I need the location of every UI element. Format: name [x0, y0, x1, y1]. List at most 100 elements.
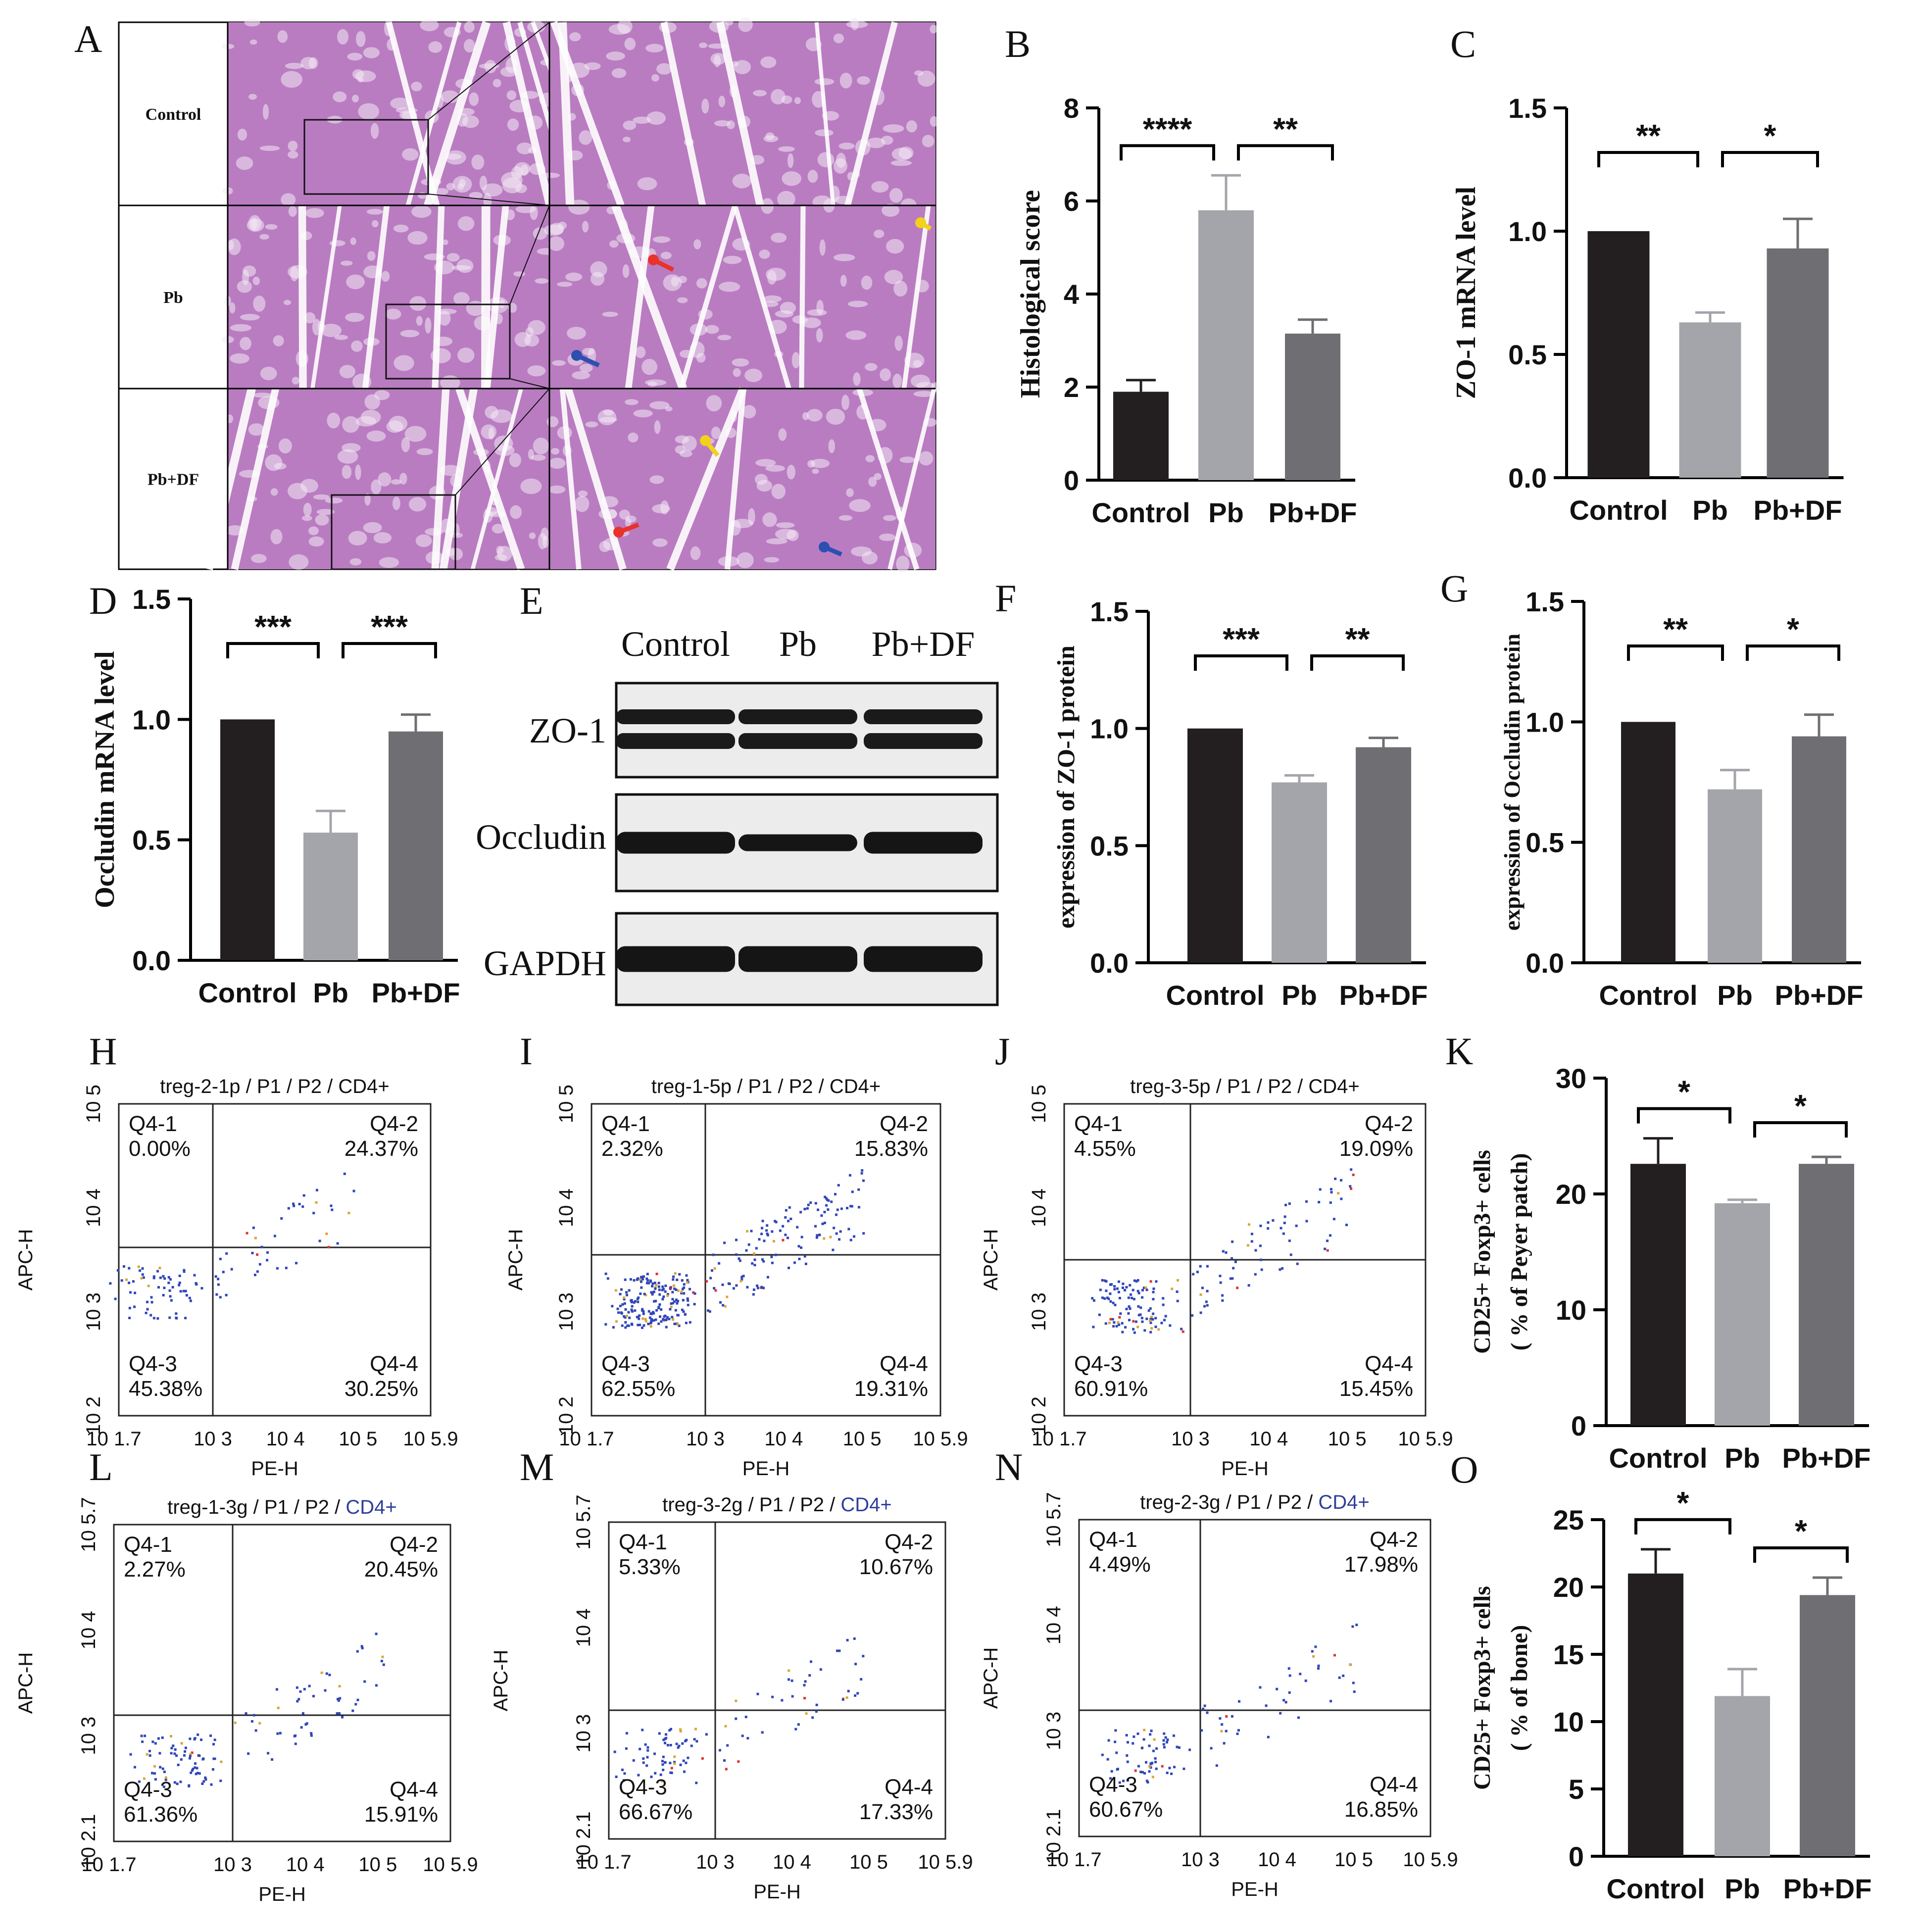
event-dot [252, 1226, 255, 1229]
event-dot [705, 1733, 708, 1736]
y-axis-label: APC-H [15, 1652, 37, 1714]
plot-title: treg-1-3g / P1 / P2 / CD4+ [167, 1496, 397, 1518]
event-dot [1146, 1781, 1149, 1783]
event-dot [836, 1208, 839, 1211]
gland-lumen [806, 409, 823, 422]
x-tick-label: Control [1166, 980, 1264, 1011]
gland-lumen [541, 527, 549, 541]
gland-lumen [777, 191, 795, 207]
gland-lumen [623, 120, 637, 130]
event-dot [641, 1317, 644, 1320]
event-dot [653, 1282, 656, 1285]
event-dot [1126, 1741, 1129, 1744]
event-dot [718, 1749, 721, 1752]
gland-lumen [838, 515, 853, 521]
gland-lumen [281, 193, 296, 206]
gland-lumen [453, 292, 470, 305]
event-dot [213, 1738, 216, 1741]
event-dot [640, 1276, 642, 1279]
event-dot [1113, 1321, 1116, 1324]
event-dot [848, 1174, 851, 1177]
event-dot [655, 1309, 658, 1312]
event-dot [738, 1259, 741, 1262]
event-dot [661, 1298, 664, 1301]
event-dot [690, 1744, 693, 1747]
event-dot [1129, 1307, 1132, 1310]
event-dot [1339, 1179, 1342, 1182]
event-dot [198, 1772, 201, 1775]
event-dot [153, 1765, 156, 1768]
event-dot [735, 1253, 738, 1256]
event-dot [200, 1287, 203, 1290]
event-dot [1259, 1686, 1262, 1689]
event-dot [279, 1732, 282, 1734]
gland-lumen [514, 332, 531, 347]
event-dot [642, 1757, 645, 1760]
event-dot [638, 1314, 641, 1317]
gland-lumen [717, 335, 732, 341]
event-dot [1126, 1779, 1129, 1782]
event-dot [642, 1310, 645, 1313]
bar-control [1628, 1573, 1683, 1856]
gland-lumen [450, 532, 463, 538]
event-dot [1154, 1757, 1157, 1760]
gland-lumen [230, 324, 252, 332]
event-dot [1145, 1288, 1148, 1291]
event-dot [303, 1687, 306, 1690]
x-tick-label: Pb [1724, 1442, 1760, 1474]
event-dot [676, 1302, 679, 1305]
event-dot [663, 1761, 666, 1764]
event-dot [725, 1768, 728, 1771]
x-tick-label: 10 1.7 [81, 1854, 136, 1876]
event-dot [1110, 1770, 1113, 1773]
event-dot [762, 1287, 765, 1289]
event-dot [338, 1684, 341, 1687]
event-dot [659, 1773, 662, 1776]
event-dot [664, 1741, 667, 1744]
event-dot [644, 1320, 647, 1323]
gland-lumen [760, 56, 777, 68]
event-dot [1136, 1732, 1139, 1735]
gland-lumen [274, 462, 287, 470]
significance-label: * [1794, 1088, 1807, 1124]
event-dot [1121, 1331, 1124, 1334]
event-dot [614, 1289, 617, 1292]
event-dot [650, 1291, 653, 1294]
blot-band [864, 832, 983, 854]
gland-lumen [288, 141, 298, 151]
event-dot [617, 1311, 620, 1314]
event-dot [669, 1743, 672, 1746]
bar-pb [1272, 782, 1327, 963]
quadrant-name: Q4-3 [601, 1352, 650, 1376]
blot-band [864, 709, 983, 724]
panel-letter-l: L [89, 1445, 113, 1488]
event-dot [857, 1188, 860, 1191]
event-dot [660, 1320, 663, 1323]
blot-band [738, 946, 857, 972]
red-arrow-head [613, 527, 624, 538]
event-dot [1351, 1625, 1354, 1628]
gland-lumen [252, 393, 273, 398]
y-tick-label: 10 3 [83, 1292, 104, 1331]
event-dot [1153, 1738, 1156, 1741]
event-dot [148, 1749, 151, 1752]
event-dot [661, 1285, 664, 1288]
event-dot [615, 1320, 618, 1323]
gland-lumen [742, 405, 756, 419]
gland-lumen [899, 456, 916, 463]
gland-lumen [628, 432, 639, 443]
gland-lumen [287, 483, 307, 499]
significance-label: ** [1273, 111, 1298, 147]
event-dot [1099, 1288, 1102, 1291]
panel-letter-a: A [74, 17, 102, 60]
event-dot [771, 1261, 774, 1264]
event-dot [1287, 1667, 1290, 1670]
event-dot [854, 1694, 857, 1697]
tissue-crack [660, 21, 706, 206]
event-dot [129, 1291, 132, 1294]
tissue-crack [901, 205, 931, 389]
gland-lumen [469, 192, 483, 199]
gland-lumen [259, 234, 269, 240]
gland-lumen [248, 423, 265, 436]
